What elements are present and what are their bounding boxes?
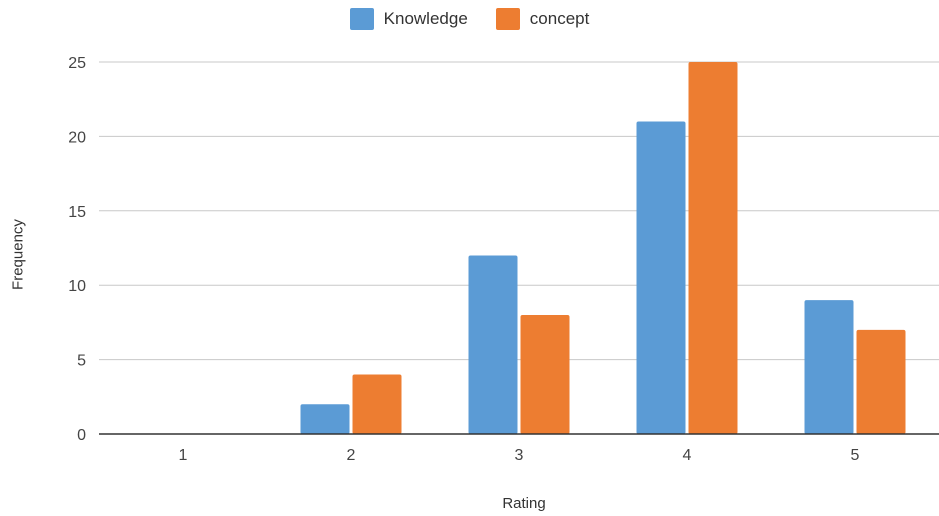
y-tick-label: 25 bbox=[68, 55, 86, 72]
bar-knowledge-5 bbox=[804, 300, 854, 434]
bar-knowledge-3 bbox=[468, 255, 518, 434]
x-tick-label: 1 bbox=[179, 447, 188, 464]
legend-item-knowledge: Knowledge bbox=[349, 8, 468, 30]
x-tick-label: 4 bbox=[683, 447, 692, 464]
y-tick-label: 0 bbox=[77, 427, 86, 444]
bar-concept-3 bbox=[520, 314, 570, 434]
legend-swatch-knowledge bbox=[349, 8, 374, 30]
legend: Knowledge concept bbox=[0, 8, 939, 30]
bar-concept-4 bbox=[688, 62, 738, 434]
x-tick-label: 2 bbox=[347, 447, 356, 464]
legend-label-knowledge: Knowledge bbox=[383, 9, 468, 28]
x-tick-label: 3 bbox=[515, 447, 524, 464]
y-tick-label: 20 bbox=[68, 129, 86, 146]
bar-knowledge-4 bbox=[636, 121, 686, 435]
legend-swatch-concept bbox=[495, 8, 520, 30]
bar-concept-2 bbox=[352, 374, 402, 434]
bar-concept-5 bbox=[856, 329, 906, 434]
x-axis-label: Rating bbox=[502, 495, 546, 512]
legend-item-concept: concept bbox=[495, 8, 590, 30]
y-tick-label: 15 bbox=[68, 204, 86, 221]
bar-knowledge-2 bbox=[300, 404, 350, 434]
y-tick-label: 10 bbox=[68, 278, 86, 295]
x-tick-label: 5 bbox=[851, 447, 860, 464]
y-tick-label: 5 bbox=[77, 353, 86, 370]
legend-label-concept: concept bbox=[529, 9, 590, 28]
